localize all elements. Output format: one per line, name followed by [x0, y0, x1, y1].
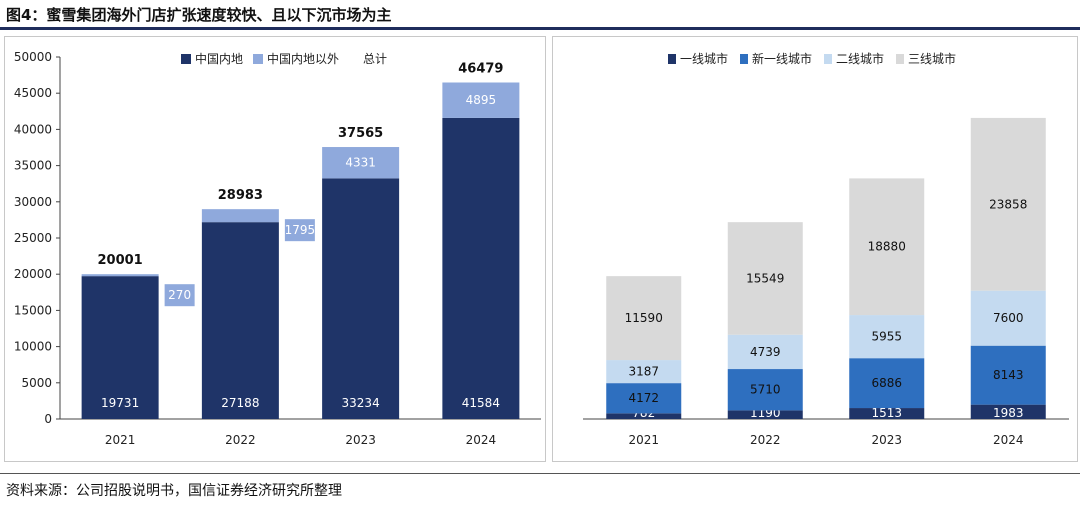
bar-overseas-label: 4895	[466, 93, 497, 107]
bar-segment-tier-2	[970, 345, 1046, 405]
bar-mainland-label: 19731	[101, 396, 139, 410]
legend-label-mainland: 中国内地	[195, 51, 243, 66]
bar-segment-tier-2	[606, 383, 682, 414]
bar-segment-label-tier-2: 5710	[750, 383, 781, 397]
bar-total-label: 37565	[338, 126, 383, 141]
bar-mainland-label: 33234	[342, 396, 380, 410]
y-tick-label: 0	[44, 412, 52, 426]
y-tick-label: 35000	[14, 159, 52, 173]
y-tick-label: 15000	[14, 303, 52, 317]
y-tick-label: 30000	[14, 195, 52, 209]
x-tick-label: 2022	[225, 433, 256, 447]
bar-segment-tier-3	[970, 290, 1046, 346]
store-count-chart-svg: 0 5000 10000 15000 20000 25000 30000 35000 40000…	[14, 50, 541, 447]
legend-label-total: 总计	[363, 52, 387, 66]
bar-overseas	[81, 274, 159, 277]
bar-mainland	[201, 222, 279, 419]
bar-segment-label-tier-2: 4172	[628, 391, 659, 405]
bar-segment-tier-1	[727, 410, 803, 419]
bar-segment-tier-3	[727, 334, 803, 370]
bar-total-label: 46479	[458, 61, 503, 76]
bar-segment-label-tier-3: 3187	[628, 365, 659, 379]
bar-overseas	[442, 82, 520, 118]
y-tick-label: 20000	[14, 267, 52, 281]
x-tick-label: 2023	[345, 433, 376, 447]
bar-segment-tier-1	[849, 408, 925, 419]
bar-segment-label-tier-3: 5955	[871, 330, 902, 344]
x-tick-label: 2024	[993, 433, 1024, 447]
bar-segment-tier-4	[970, 117, 1046, 291]
x-tick-label: 2021	[628, 433, 659, 447]
bar-segment-tier-1	[606, 413, 682, 419]
legend-swatch-tier-3	[824, 54, 832, 64]
y-tick-label: 25000	[14, 231, 52, 245]
bar-mainland-label: 41584	[462, 396, 500, 410]
legend-swatch-tier-4	[896, 54, 904, 64]
x-tick-label: 2024	[466, 433, 497, 447]
bar-overseas-label-box	[164, 284, 195, 307]
bar-segment-tier-4	[727, 222, 803, 335]
bar-segment-tier-1	[970, 404, 1046, 419]
bar-segment-label-tier-3: 7600	[993, 311, 1024, 325]
bar-segment-tier-3	[606, 360, 682, 384]
legend-swatch-overseas	[253, 54, 263, 64]
legend-label-tier-3: 二线城市	[836, 51, 884, 66]
bar-segment-tier-2	[849, 358, 925, 409]
bar-mainland	[81, 276, 159, 419]
bar-segment-tier-3	[849, 315, 925, 359]
y-tick-label: 10000	[14, 340, 52, 354]
legend-swatch-tier-1	[668, 54, 676, 64]
bar-segment-tier-4	[849, 178, 925, 316]
bottom-rule	[0, 473, 1080, 474]
bar-segment-label-tier-1: 1513	[871, 406, 902, 420]
y-tick-label: 50000	[14, 50, 52, 64]
city-tier-chart-svg: 7824172318711590202111905710473915549202…	[583, 51, 1069, 447]
figure-title: 图4：蜜雪集团海外门店扩张速度较快、且以下沉市场为主	[6, 6, 392, 24]
y-tick-label: 40000	[14, 122, 52, 136]
bar-overseas-label: 270	[168, 288, 191, 302]
bar-segment-label-tier-4: 18880	[868, 240, 906, 254]
x-tick-label: 2021	[105, 433, 136, 447]
bar-segment-label-tier-2: 8143	[993, 368, 1024, 382]
bar-overseas-label-box	[284, 219, 315, 242]
bar-segment-tier-2	[727, 369, 803, 411]
legend-label-tier-2: 新一线城市	[752, 51, 812, 66]
bar-segment-label-tier-4: 23858	[989, 197, 1027, 211]
bar-segment-label-tier-4: 15549	[746, 271, 784, 285]
bar-total-label: 20001	[98, 253, 143, 268]
legend-label-overseas: 中国内地以外	[267, 51, 339, 66]
bar-overseas	[322, 147, 400, 179]
store-count-chart: 0 5000 10000 15000 20000 25000 30000 35000 40000…	[4, 36, 546, 462]
bar-segment-label-tier-3: 4739	[750, 345, 781, 359]
bar-total-label: 28983	[218, 188, 263, 203]
y-tick-label: 45000	[14, 86, 52, 100]
bar-mainland	[442, 117, 520, 420]
x-tick-label: 2022	[750, 433, 781, 447]
bar-segment-tier-4	[606, 276, 682, 361]
x-tick-label: 2023	[871, 433, 902, 447]
bar-overseas-label: 4331	[345, 156, 376, 170]
legend-swatch-mainland	[181, 54, 191, 64]
title-rule	[0, 27, 1080, 30]
legend-label-tier-4: 三线城市	[908, 51, 956, 66]
bar-mainland-label: 27188	[221, 396, 259, 410]
bar-segment-label-tier-1: 1983	[993, 406, 1024, 420]
bar-mainland	[322, 178, 400, 419]
bar-segment-label-tier-2: 6886	[871, 376, 902, 390]
legend-swatch-tier-2	[740, 54, 748, 64]
bar-overseas-label: 1795	[285, 223, 316, 237]
bar-overseas	[201, 209, 279, 223]
y-tick-label: 5000	[21, 376, 52, 390]
city-tier-chart: 7824172318711590202111905710473915549202…	[552, 36, 1078, 462]
source-note: 资料来源：公司招股说明书，国信证券经济研究所整理	[6, 483, 342, 499]
bar-segment-label-tier-4: 11590	[625, 311, 663, 325]
legend-label-tier-1: 一线城市	[680, 51, 728, 66]
